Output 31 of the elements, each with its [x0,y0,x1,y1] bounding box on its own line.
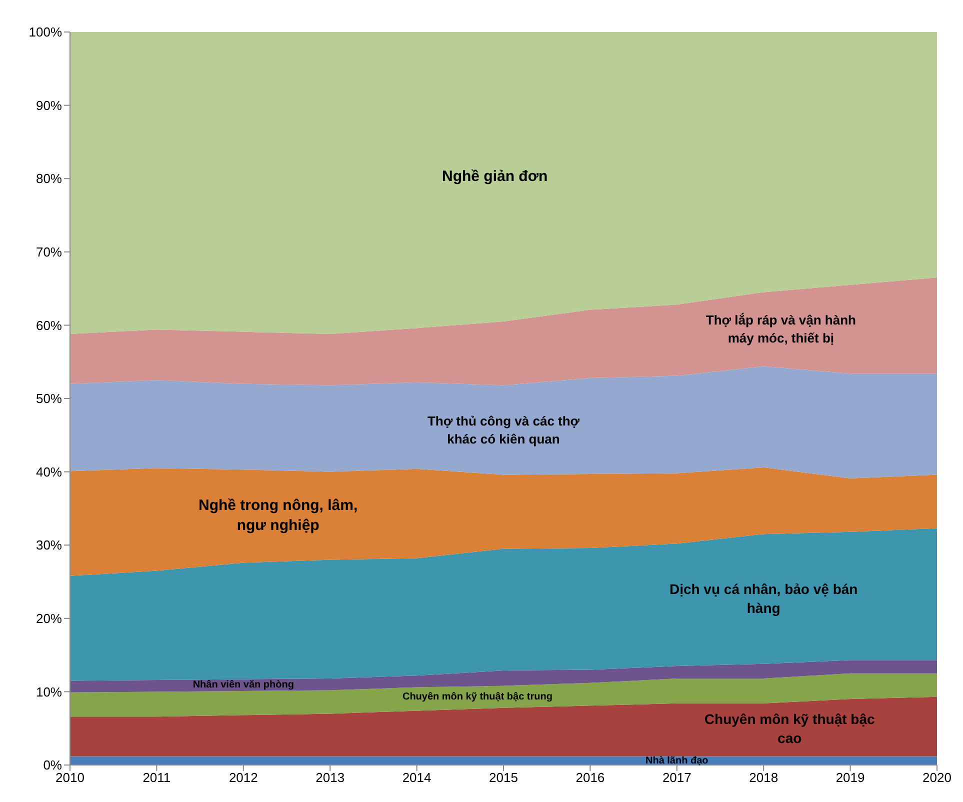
y-tick-label: 70% [36,244,62,260]
x-tick-label: 2016 [576,770,605,786]
series-label: Chuyên môn kỹ thuật bậc cao [703,710,876,748]
x-tick-label: 2012 [228,770,258,786]
series-label: Nghề giản đơn [440,166,549,187]
x-tick-label: 2017 [662,770,692,786]
x-tick-label: 2013 [316,770,345,786]
x-tick-label: 2010 [56,770,84,786]
series-label: Dịch vụ cá nhân, bảo vệ bán hàng [668,580,859,618]
series-label: Nghề trong nông, lâm, ngư nghiệp [198,496,359,536]
series-label: Nhân viên văn phòng [192,678,295,692]
x-tick-label: 2020 [922,770,952,786]
x-tick-label: 2019 [836,770,865,786]
y-tick-label: 30% [36,538,62,553]
y-tick-label: 10% [36,684,62,700]
y-tick-label: 50% [36,391,62,406]
x-tick-label: 2018 [749,770,778,786]
x-tick-label: 2014 [402,770,432,786]
y-tick-label: 100% [28,24,62,40]
y-tick-label: 40% [36,464,62,480]
y-tick-label: 80% [36,171,62,186]
series-label: Nhà lãnh đạo [644,754,710,768]
x-tick-label: 2011 [142,770,171,786]
series-label: Thợ thủ công và các thợ khác có kiên quan [426,412,581,448]
y-tick-label: 0% [43,758,62,773]
y-tick-label: 60% [36,318,62,333]
series-label: Chuyên môn kỹ thuật bậc trung [401,690,554,704]
y-tick-label: 90% [36,98,62,113]
y-tick-label: 20% [36,611,62,626]
series-label: Thợ lắp ráp và vận hành máy móc, thiết bị [704,312,857,347]
x-tick-label: 2015 [489,770,518,786]
